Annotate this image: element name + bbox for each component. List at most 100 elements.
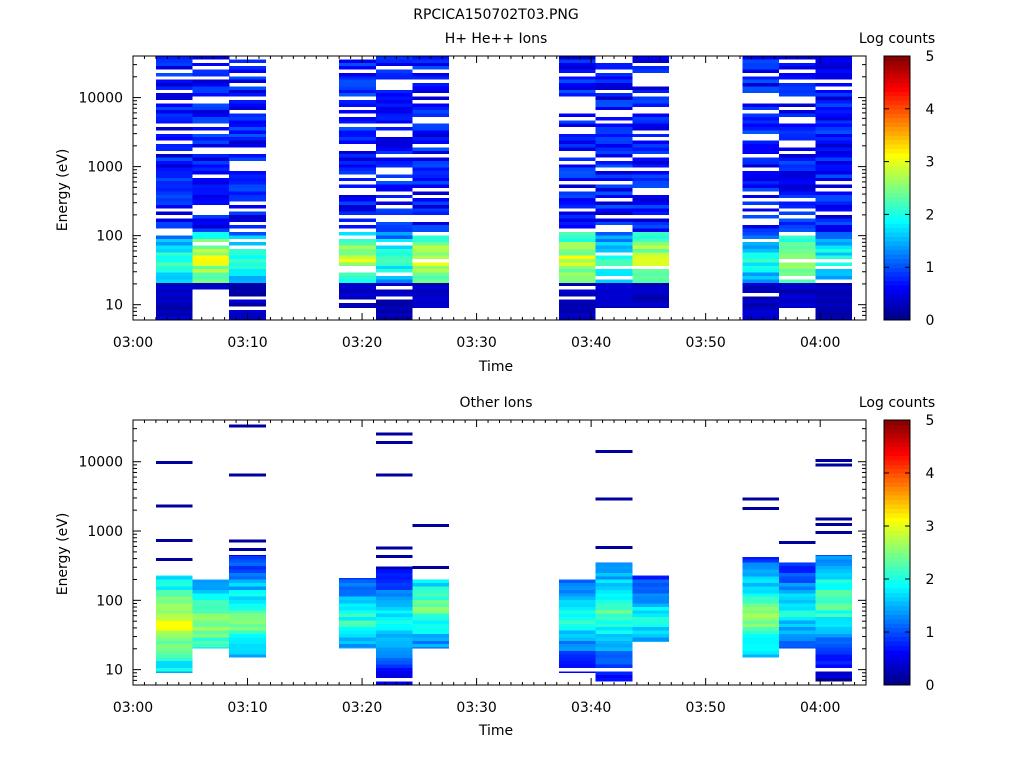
heatmap-cell bbox=[339, 255, 376, 260]
heatmap-cell bbox=[229, 218, 266, 222]
heatmap-cell bbox=[155, 242, 193, 246]
heatmap-cell bbox=[742, 269, 779, 273]
colorbar-swatch bbox=[884, 424, 910, 430]
heatmap-cell bbox=[742, 144, 779, 148]
heatmap-cell bbox=[155, 225, 193, 229]
heatmap-cell bbox=[742, 194, 779, 199]
count-line bbox=[375, 432, 413, 436]
heatmap-cell bbox=[779, 566, 816, 570]
colorbar-swatch bbox=[884, 188, 910, 193]
heatmap-cell bbox=[229, 86, 266, 90]
heatmap-cell bbox=[229, 269, 266, 273]
heatmap-cell bbox=[779, 127, 816, 131]
heatmap-cell bbox=[155, 583, 193, 587]
heatmap-cell bbox=[412, 303, 450, 307]
heatmap-cell bbox=[595, 218, 633, 222]
heatmap-cell bbox=[632, 262, 669, 266]
heatmap-cell bbox=[229, 600, 266, 604]
heatmap-cell bbox=[339, 279, 376, 283]
count-line bbox=[815, 522, 853, 526]
heatmap-cell bbox=[375, 201, 413, 205]
count-line bbox=[155, 504, 193, 508]
colorbar-label: Log counts bbox=[859, 31, 935, 47]
heatmap-cell bbox=[779, 630, 816, 634]
heatmap-cell bbox=[155, 154, 193, 158]
heatmap-cell bbox=[632, 89, 669, 94]
heatmap-cell bbox=[815, 313, 853, 317]
heatmap-cell bbox=[632, 596, 669, 601]
heatmap-cell bbox=[339, 610, 376, 614]
heatmap-cell bbox=[632, 140, 669, 144]
colorbar-swatch bbox=[884, 645, 910, 651]
heatmap-cell bbox=[595, 579, 633, 584]
heatmap-cell bbox=[412, 106, 450, 111]
heatmap-cell bbox=[815, 664, 853, 668]
heatmap-cell bbox=[742, 157, 779, 161]
heatmap-cell bbox=[779, 562, 816, 567]
heatmap-cell bbox=[815, 123, 853, 128]
heatmap-cell bbox=[375, 579, 413, 584]
heatmap-cell bbox=[595, 562, 633, 567]
heatmap-cell bbox=[339, 242, 376, 246]
heatmap-cell bbox=[595, 154, 633, 158]
heatmap-cell bbox=[155, 248, 193, 253]
heatmap-cell bbox=[339, 208, 376, 212]
heatmap-cell bbox=[632, 279, 669, 283]
heatmap-cell bbox=[559, 627, 596, 631]
heatmap-cell bbox=[229, 106, 266, 111]
heatmap-cell bbox=[339, 86, 376, 90]
colorbar-swatch bbox=[884, 293, 910, 299]
heatmap-cell bbox=[229, 606, 266, 611]
heatmap-cell bbox=[155, 184, 193, 188]
heatmap-cell bbox=[155, 174, 193, 178]
heatmap-cell bbox=[155, 289, 193, 293]
x-axis-label: Time bbox=[478, 359, 513, 375]
heatmap-cell bbox=[375, 566, 413, 570]
heatmap-cell bbox=[339, 201, 376, 205]
heatmap-cell bbox=[595, 76, 633, 80]
x-tick-label: 03:30 bbox=[456, 335, 496, 351]
heatmap-cell bbox=[375, 313, 413, 317]
colorbar-swatch bbox=[884, 627, 910, 633]
heatmap-cell bbox=[742, 583, 779, 587]
heatmap-cell bbox=[742, 225, 779, 229]
heatmap-cell bbox=[229, 620, 266, 624]
heatmap-cell bbox=[155, 103, 193, 107]
heatmap-cell bbox=[229, 157, 266, 161]
heatmap-cell bbox=[229, 211, 266, 216]
heatmap-cell bbox=[339, 62, 376, 67]
count-line bbox=[595, 545, 633, 549]
heatmap-cell bbox=[632, 201, 669, 205]
heatmap-cell bbox=[375, 630, 413, 634]
heatmap-cell bbox=[375, 282, 413, 287]
heatmap-cell bbox=[155, 59, 193, 63]
heatmap-cell bbox=[559, 613, 596, 618]
heatmap-cell bbox=[375, 100, 413, 104]
heatmap-cell bbox=[595, 630, 633, 634]
heatmap-cell bbox=[375, 606, 413, 611]
heatmap-cell bbox=[229, 127, 266, 131]
heatmap-cell bbox=[155, 279, 193, 283]
heatmap-cell bbox=[339, 79, 376, 84]
heatmap-cell bbox=[779, 174, 816, 178]
heatmap-cell bbox=[375, 269, 413, 273]
heatmap-cell bbox=[375, 613, 413, 618]
heatmap-cell bbox=[412, 579, 450, 584]
x-tick-label: 04:00 bbox=[800, 335, 840, 351]
heatmap-cell bbox=[742, 572, 779, 577]
heatmap-cell bbox=[339, 303, 376, 307]
heatmap-cell bbox=[375, 137, 413, 141]
panel-h-he-ions: H+ He++ Ions Energy (eV) Time Log counts… bbox=[55, 31, 935, 375]
heatmap-cell bbox=[339, 613, 376, 618]
heatmap-cell bbox=[412, 262, 450, 266]
heatmap-cell bbox=[779, 579, 816, 584]
heatmap-cell bbox=[559, 232, 596, 236]
colorbar-swatch bbox=[884, 596, 910, 602]
heatmap-cell bbox=[815, 306, 853, 310]
heatmap-cell bbox=[155, 292, 193, 297]
heatmap-cell bbox=[779, 623, 816, 628]
heatmap-cell bbox=[815, 130, 853, 134]
heatmap-cell bbox=[375, 113, 413, 117]
heatmap-cell bbox=[229, 589, 266, 594]
heatmap-cell bbox=[339, 116, 376, 121]
